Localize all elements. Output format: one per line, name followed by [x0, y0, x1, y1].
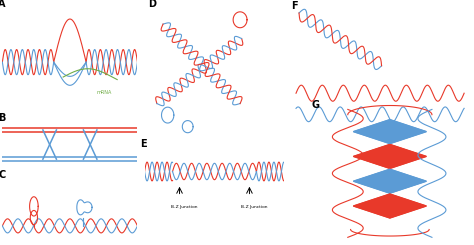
Text: mRNA: mRNA — [97, 90, 112, 95]
Text: C: C — [0, 170, 6, 180]
Text: B-Z Junction: B-Z Junction — [241, 205, 267, 209]
Text: B: B — [0, 113, 6, 123]
Text: G: G — [311, 100, 319, 110]
Text: B-Z Junction: B-Z Junction — [171, 205, 197, 209]
Text: D: D — [148, 0, 155, 9]
Polygon shape — [354, 144, 426, 168]
Polygon shape — [354, 120, 426, 144]
Polygon shape — [354, 194, 426, 218]
Text: A: A — [0, 0, 6, 9]
Polygon shape — [354, 169, 426, 193]
Text: E: E — [140, 138, 147, 148]
Text: F: F — [292, 1, 298, 11]
